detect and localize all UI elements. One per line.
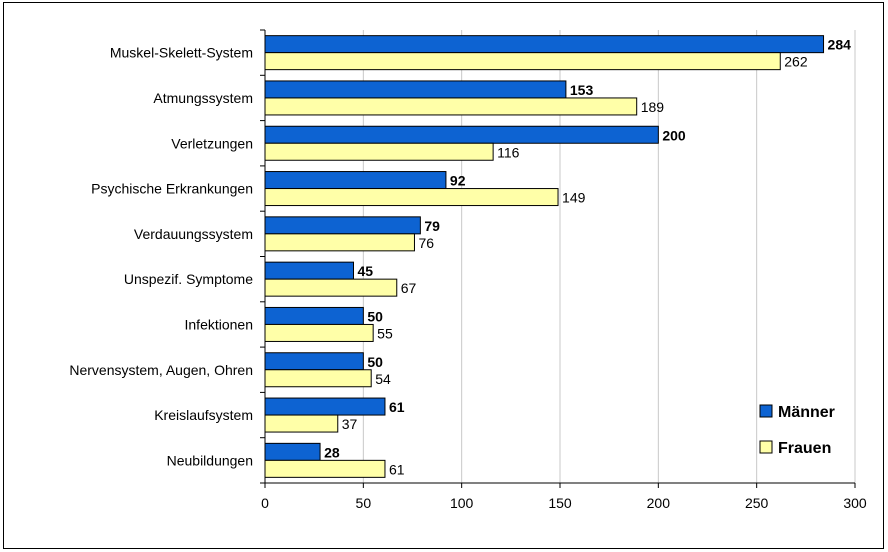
category-label: Atmungssystem [153, 90, 253, 106]
x-tick-label: 50 [356, 495, 372, 511]
data-label-frauen: 262 [784, 54, 808, 70]
data-label-maenner: 92 [450, 173, 466, 189]
data-label-maenner: 284 [828, 37, 852, 53]
data-label-maenner: 153 [570, 82, 594, 98]
x-tick-label: 250 [745, 495, 769, 511]
data-label-maenner: 28 [324, 444, 340, 460]
bar-frauen [264, 233, 415, 252]
data-label-maenner: 45 [358, 263, 374, 279]
data-label-frauen: 116 [497, 144, 520, 160]
category-label: Unspezif. Symptome [124, 271, 253, 287]
x-tick-label: 200 [647, 495, 671, 511]
bar-maenner [264, 306, 364, 325]
bar-frauen [264, 97, 638, 116]
x-tick-label: 300 [843, 495, 867, 511]
bars [264, 35, 825, 478]
bar-maenner [264, 125, 659, 144]
bar-frauen [264, 142, 494, 161]
data-label-maenner: 50 [367, 308, 383, 324]
data-label-frauen: 189 [641, 99, 665, 115]
bar-frauen [264, 414, 339, 433]
data-label-frauen: 61 [389, 461, 405, 477]
bar-maenner [264, 442, 321, 461]
data-label-frauen: 55 [377, 325, 393, 341]
data-label-maenner: 79 [424, 218, 440, 234]
category-label: Muskel-Skelett-System [110, 45, 253, 61]
category-label: Infektionen [185, 316, 254, 332]
bar-maenner [264, 397, 386, 416]
legend: Männer Frauen [759, 404, 835, 457]
category-label: Verletzungen [171, 135, 253, 151]
bar-frauen [264, 323, 374, 342]
data-label-maenner: 200 [662, 127, 686, 143]
bar-maenner [264, 261, 354, 280]
data-label-frauen: 76 [418, 235, 434, 251]
data-label-frauen: 54 [375, 371, 391, 387]
bar-frauen [264, 369, 372, 388]
labels: 2842621531892001169214979764567505550546… [324, 37, 851, 478]
category-label: Kreislaufsystem [154, 407, 253, 423]
x-tick-label: 100 [450, 495, 474, 511]
category-label: Neubildungen [167, 452, 253, 468]
legend-swatch-frauen [759, 440, 773, 454]
category-label: Psychische Erkrankungen [91, 181, 253, 197]
bar-frauen [264, 459, 386, 478]
bar-frauen [264, 188, 559, 207]
data-label-maenner: 61 [389, 399, 405, 415]
bar-frauen [264, 278, 398, 297]
legend-swatch-maenner [759, 404, 773, 418]
bar-maenner [264, 35, 825, 54]
bar-maenner [264, 216, 421, 235]
bar-frauen [264, 52, 781, 71]
legend-label-frauen: Frauen [778, 440, 831, 457]
x-tick-label: 150 [548, 495, 572, 511]
data-label-frauen: 67 [401, 280, 417, 296]
x-tick-label: 0 [261, 495, 269, 511]
axes: 0 50 100 150 200 250 300 Muskel-Skelett-System A… [69, 29, 867, 511]
bar-maenner [264, 352, 364, 371]
data-label-maenner: 50 [367, 354, 383, 370]
bar-maenner [264, 171, 447, 190]
data-label-frauen: 149 [562, 190, 586, 206]
category-label: Verdauungssystem [134, 226, 253, 242]
legend-label-maenner: Männer [778, 404, 835, 421]
bar-maenner [264, 80, 567, 99]
category-label: Nervensystem, Augen, Ohren [69, 362, 253, 378]
data-label-frauen: 37 [342, 416, 358, 432]
